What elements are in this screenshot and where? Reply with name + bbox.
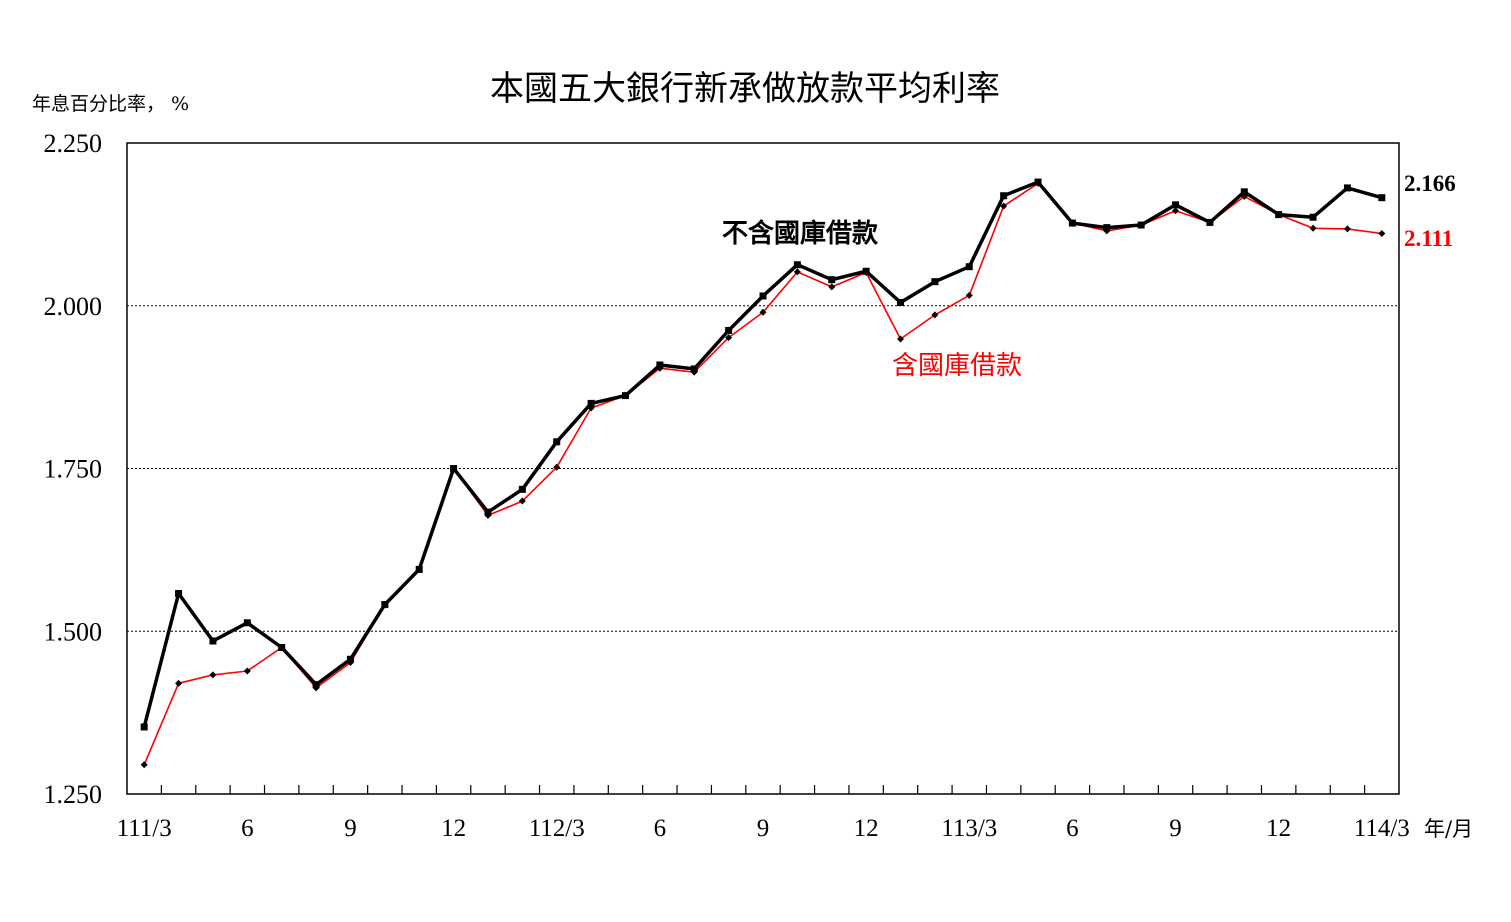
series-0-point [1378, 194, 1386, 202]
series-1-point [1309, 224, 1317, 232]
x-tick-label: 6 [241, 815, 254, 842]
series-0-point [587, 399, 595, 407]
y-tick-label: 2.000 [44, 292, 103, 321]
series-1-point [243, 667, 251, 675]
series-1-point [725, 334, 733, 342]
series-0-point [484, 508, 492, 516]
plot-frame [126, 142, 1400, 795]
x-tick-label: 111/3 [117, 815, 172, 842]
end-value-incl-treasury: 2.111 [1404, 226, 1453, 251]
series-1-point [518, 497, 526, 505]
series-0-point [793, 261, 801, 269]
series-1-point [931, 311, 939, 319]
series-1-point [759, 308, 767, 316]
series-0-point [965, 263, 973, 271]
series-0-point [1343, 184, 1351, 192]
series-0-point [897, 298, 905, 306]
series-0-point [931, 278, 939, 286]
series-1-point [140, 761, 148, 769]
series-0-point [1206, 218, 1214, 226]
y-tick-label: 1.500 [44, 617, 103, 646]
x-axis-ticks: 111/3 6 9 12 112/3 6 9 12 113/3 6 9 12 114/3 [117, 785, 1410, 842]
x-tick-label: 114/3 [1354, 815, 1410, 842]
series-0-point [209, 637, 217, 645]
x-tick-label: 12 [854, 815, 879, 842]
series-0-point [381, 601, 389, 609]
series-1-point [793, 268, 801, 276]
series-1-point [553, 463, 561, 471]
grid-layer [127, 305, 1399, 632]
x-tick-label: 6 [654, 815, 667, 842]
x-tick-label: 9 [344, 815, 357, 842]
series-0-point [140, 723, 148, 731]
series-1-point [1000, 202, 1008, 210]
end-value-excl-treasury: 2.166 [1404, 171, 1456, 196]
series-0-point [1137, 221, 1145, 229]
series-0-point [828, 276, 836, 284]
y-axis-ticks: 2.250 2.000 1.750 1.500 1.250 [44, 129, 103, 809]
y-tick-label: 1.250 [44, 780, 103, 809]
x-tick-label: 12 [441, 815, 466, 842]
series-0-point [1309, 213, 1317, 221]
series-0-point [1240, 188, 1248, 196]
series-0-point [346, 655, 354, 663]
series-1-point [965, 291, 973, 299]
y-axis-label: 年息百分比率， % [32, 93, 189, 115]
series-line-1 [143, 182, 1382, 766]
x-tick-label: 112/3 [529, 815, 585, 842]
series-1-point [209, 671, 217, 679]
series-1-point [828, 283, 836, 291]
series-0-point [862, 267, 870, 275]
series-0-point [1000, 192, 1008, 200]
series-1-point [897, 335, 905, 343]
x-tick-label: 113/3 [941, 815, 997, 842]
series-label-excl-treasury: 不含國庫借款 [722, 218, 879, 249]
series-0-point [518, 485, 526, 493]
series-0-point [312, 681, 320, 689]
x-axis-label: 年/月 [1424, 817, 1473, 841]
series-0-point [278, 644, 286, 652]
series-0-point [759, 292, 767, 300]
series-label-incl-treasury: 含國庫借款 [892, 351, 1022, 381]
series-0-point [1172, 201, 1180, 209]
series-layer [140, 178, 1386, 769]
series-0-point [415, 565, 423, 573]
series-0-point [656, 361, 664, 369]
series-1-point [1343, 225, 1351, 233]
series-0-point [1275, 211, 1283, 219]
series-line-0 [142, 180, 1383, 728]
x-tick-label: 6 [1066, 815, 1079, 842]
series-0-point [725, 326, 733, 334]
y-tick-label: 2.250 [44, 129, 103, 158]
series-1-point [1172, 207, 1180, 215]
series-0-point [1034, 178, 1042, 186]
series-0-point [621, 392, 629, 400]
series-0-point [175, 589, 183, 597]
x-tick-label: 12 [1266, 815, 1291, 842]
series-0-point [1103, 224, 1111, 232]
x-tick-label: 9 [1169, 815, 1182, 842]
series-0-point [243, 619, 251, 627]
x-tick-label: 9 [757, 815, 770, 842]
chart-title: 本國五大銀行新承做放款平均利率 [490, 69, 1000, 109]
series-0-point [1068, 219, 1076, 227]
series-0-point [553, 438, 561, 446]
y-tick-label: 1.750 [44, 455, 103, 484]
series-0-point [690, 365, 698, 373]
series-0-point [450, 465, 458, 472]
series-1-point [1378, 229, 1386, 237]
series-1-point [175, 679, 183, 687]
